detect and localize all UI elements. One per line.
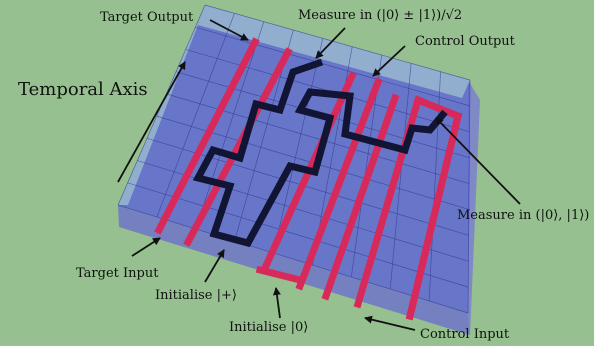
red-strand-2	[183, 47, 293, 247]
grid-line-width	[117, 204, 469, 314]
temporal-axis-label: Temporal Axis	[18, 79, 148, 100]
grid-line-width	[127, 182, 469, 288]
grid-line-depth	[467, 79, 471, 314]
labels: Temporal Axis Target Output Measure in (…	[18, 8, 589, 342]
target-input-label: Target Input	[76, 266, 159, 281]
block-top-face	[118, 5, 470, 313]
initialise-plus-label: Initialise |+⟩	[155, 288, 237, 303]
initialise-zero-label: Initialise |0⟩	[229, 320, 308, 335]
block-right-face	[468, 80, 480, 335]
initialise-plus-arrow	[204, 249, 225, 283]
measure-pm-label: Measure in (|0⟩ ± |1⟩)/√2	[298, 8, 462, 23]
grid-line-width	[166, 93, 470, 184]
measure-z-label: Measure in (|0⟩, |1⟩)	[457, 208, 589, 223]
red-strand-1	[154, 37, 260, 235]
grid-line-depth	[195, 21, 265, 230]
red-strand-8	[255, 265, 305, 285]
target-output-label: Target Output	[100, 10, 194, 25]
measure-pm-arrow	[315, 27, 346, 59]
red-strand-5	[321, 93, 400, 301]
temporal-axis-arrow	[117, 61, 186, 183]
grid-line-width	[137, 160, 469, 262]
black-defect	[192, 58, 448, 248]
block-back-rim	[198, 5, 470, 98]
lattice-block	[117, 4, 480, 335]
initialise-zero-arrow	[272, 287, 281, 319]
control-input-label: Control Input	[420, 327, 510, 342]
red-loop-measure	[405, 95, 463, 321]
block-front-face	[118, 205, 470, 335]
grid-line-width	[204, 4, 471, 81]
grid-line-depth	[156, 13, 235, 218]
red-defects	[154, 37, 463, 321]
control-output-label: Control Output	[415, 34, 516, 49]
red-strand-4	[295, 77, 383, 291]
measure-z-arrow	[435, 117, 521, 205]
grid-line-depth	[389, 63, 412, 290]
target-output-arrow	[209, 19, 249, 41]
target-input-arrow	[131, 237, 161, 257]
control-input-arrow	[364, 315, 416, 331]
grid-line-depth	[273, 38, 324, 254]
annotation-arrows	[117, 19, 521, 331]
control-output-arrow	[372, 45, 406, 77]
